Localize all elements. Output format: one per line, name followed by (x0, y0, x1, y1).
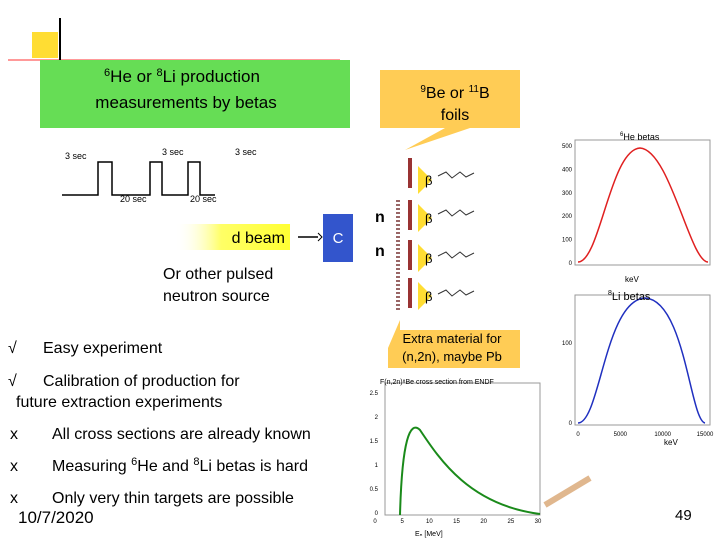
tick-label: 1.5 (370, 439, 379, 445)
source-text: Or other pulsed (163, 266, 273, 283)
date: 10/7/2020 (18, 508, 94, 527)
bullet-text: future extraction experiments (16, 394, 222, 411)
tick-label: 400 (562, 167, 573, 173)
foils-text: foils (441, 107, 469, 124)
plot-title: 6He betas (620, 132, 660, 142)
tick-label: 0 (375, 511, 379, 517)
neutron-label: n (375, 243, 385, 260)
bullet-mark: √ (8, 340, 17, 357)
tick-label: 0 (373, 519, 377, 525)
axis-label: keV (664, 438, 678, 447)
beta-label: β (425, 173, 432, 188)
tick-label: 2 (375, 415, 379, 421)
bullet-mark: √ (8, 373, 17, 390)
bullet-mark: x (10, 458, 18, 475)
deco-square (32, 32, 58, 58)
pulse-train (62, 161, 215, 196)
extra-callout (388, 320, 520, 368)
deco-image (543, 475, 592, 508)
pulse-label: 3 sec (235, 147, 257, 157)
title-line: 6He or 8Li production (104, 67, 260, 86)
plot-li (574, 294, 711, 426)
tick-label: 300 (562, 191, 573, 197)
title-line: measurements by betas (95, 93, 276, 112)
tick-label: 1 (375, 463, 379, 469)
bullet-text: Only very thin targets are possible (52, 490, 294, 507)
foils-text: 9Be or 11B (420, 84, 489, 102)
target-box (323, 214, 353, 262)
tick-label: 0 (576, 432, 580, 438)
beta-label: β (425, 251, 432, 266)
arrow-head (317, 232, 323, 242)
plot-he (574, 139, 711, 266)
tick-label: 0 (569, 261, 573, 267)
tick-label: 5000 (614, 432, 628, 438)
bullet-text: Measuring 6He and 8Li betas is hard (52, 456, 308, 475)
plot-xs (384, 382, 541, 516)
tick-label: 25 (507, 519, 514, 525)
foils (396, 158, 412, 310)
beam-box (175, 224, 290, 250)
foils-callout (380, 70, 520, 150)
tick-label: 10 (426, 519, 433, 525)
tick-label: 15 (453, 519, 460, 525)
tick-label: 500 (562, 144, 573, 150)
pulse-label: 20 sec (120, 194, 147, 204)
plot-title: 8Li betas (608, 290, 651, 303)
extra-text: (n,2n), maybe Pb (402, 349, 502, 364)
source-text: neutron source (163, 288, 270, 305)
plot-title: F(n,2n)⁸Be cross section from ENDF (380, 379, 494, 386)
tick-label: 100 (562, 238, 573, 244)
extra-text: Extra material for (403, 331, 503, 346)
tick-label: 0 (569, 421, 573, 427)
tick-label: 20 (480, 519, 487, 525)
tick-label: 200 (562, 214, 573, 220)
bullet-mark: x (10, 490, 18, 507)
bullet-text: Easy experiment (43, 340, 163, 357)
bullet-mark: x (10, 426, 18, 443)
neutron-label: n (375, 209, 385, 226)
tick-label: 0.5 (370, 487, 379, 493)
pulse-label: 3 sec (162, 147, 184, 157)
axis-label: keV (625, 275, 639, 284)
tick-label: 15000 (697, 432, 714, 438)
bullet-text: Calibration of production for (43, 373, 240, 390)
tick-label: 10000 (654, 432, 671, 438)
title-box (40, 60, 350, 128)
pulse-label: 20 sec (190, 194, 217, 204)
beta-label: β (425, 211, 432, 226)
tick-label: 2.5 (370, 391, 379, 397)
tick-label: 100 (562, 341, 573, 347)
page-number: 49 (675, 507, 692, 524)
beta-label: β (425, 289, 432, 304)
beam-label: d beam (232, 230, 285, 247)
beta-markers (418, 166, 475, 310)
axis-label: Eₙ [MeV] (415, 531, 443, 538)
tick-label: 30 (535, 519, 542, 525)
target-label: C (333, 230, 344, 247)
pulse-label: 3 sec (65, 151, 87, 161)
tick-label: 5 (400, 519, 404, 525)
bullet-text: All cross sections are already known (52, 426, 311, 443)
